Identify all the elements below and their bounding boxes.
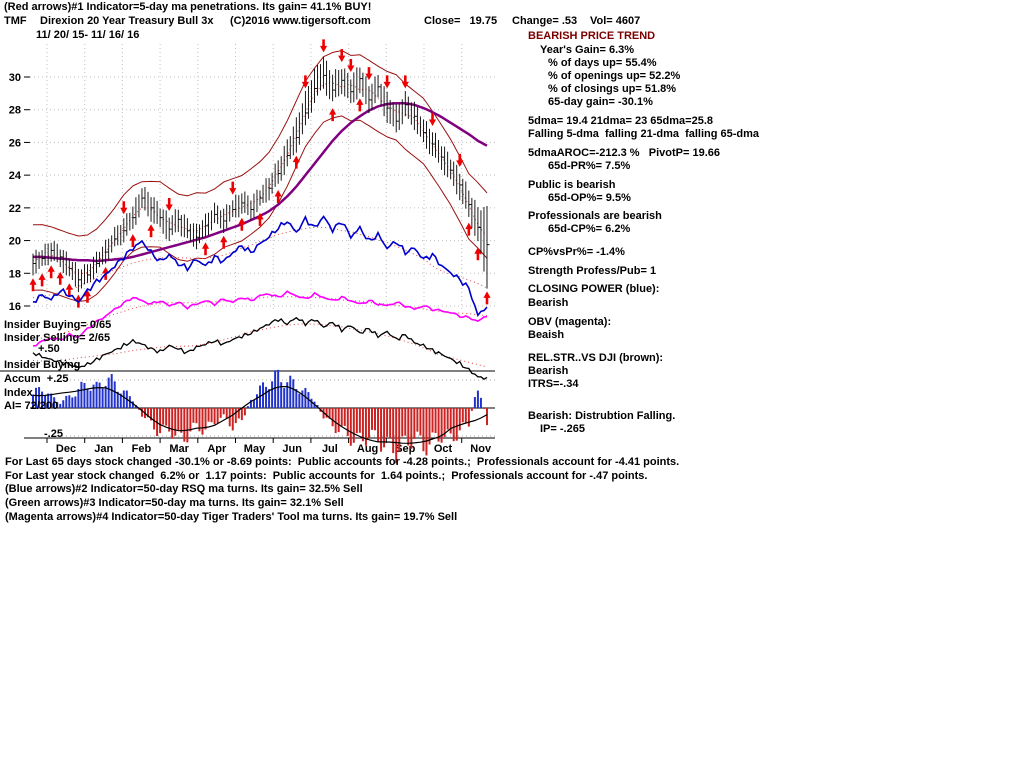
date-range: 11/ 20/ 15- 11/ 16/ 16 [36,29,140,41]
x-axis-label: Dec [56,443,76,455]
footer-year-summary: For Last year stock changed 6.2% or 1.17… [5,470,648,482]
buy-arrow-icon [274,189,282,203]
strength-ratio: Strength Profess/Pub= 1 [528,265,657,277]
closing-power-header: CLOSING POWER (blue): [528,283,660,295]
x-axis-label: Jun [282,443,302,455]
buy-arrow-icon [56,271,64,285]
pct-days-up: % of days up= 55.4% [548,57,657,69]
x-axis-label: Nov [470,443,492,455]
aroc-pivot: 5dmaAROC=-212.3 % PivotP= 19.66 [528,147,720,159]
x-axis-label: Apr [207,443,227,455]
dma-values: 5dma= 19.4 21dma= 23 65dma=25.8 [528,115,713,127]
sell-arrow-icon [456,153,464,167]
security-name: Direxion 20 Year Treasury Bull 3x [40,15,214,27]
x-axis-label: Aug [357,443,378,455]
price-axis-label: 26 [9,137,21,149]
accum-scale-label: Accum +.25 [4,373,69,385]
buy-arrow-icon [256,212,264,226]
sell-arrow-icon [301,75,309,89]
price-axis-label: 22 [9,203,21,215]
obv-header: OBV (magenta): [528,316,612,328]
insider-buying-label: Insider Buying [4,359,81,371]
buy-arrow-icon [201,242,210,256]
minus25-scale-label: -.25 [44,428,63,440]
cp-65d: 65d-CP%= 6.2% [548,223,631,235]
indicator4-summary: (Magenta arrows)#4 Indicator=50-day Tige… [5,511,458,523]
buy-arrow-icon [29,278,37,292]
x-axis-label: May [244,443,266,455]
buy-arrow-icon [329,108,337,122]
itrs-value: ITRS=-.34 [528,378,579,390]
buy-arrow-icon [474,247,482,261]
index-label: Index [4,387,33,399]
sell-arrow-icon [319,39,328,53]
sell-arrow-icon [428,112,437,126]
sell-arrow-icon [365,67,373,81]
ticker-symbol: TMF [4,15,27,27]
public-sentiment: Public is bearish [528,179,616,191]
distribution-note: Bearish: Distrubtion Falling. [528,410,676,422]
relstr-header: REL.STR..VS DJI (brown): [528,352,664,364]
sell-arrow-icon [383,75,391,89]
insider-buying-count: Insider Buying= 0/65 [4,319,112,331]
buy-arrow-icon [465,222,473,236]
buy-arrow-icon [38,273,46,287]
pr-65d: 65d-PR%= 7.5% [548,160,631,172]
x-axis-label: Mar [169,443,189,455]
x-axis-label: Feb [132,443,152,455]
op-65d: 65d-OP%= 9.5% [548,192,631,204]
sell-arrow-icon [165,198,173,212]
price-axis-label: 24 [9,170,22,182]
obv-state: Beaish [528,329,565,341]
buy-arrow-icon [292,155,300,169]
x-axis-label: Jul [322,443,338,455]
ai-value: AI= 72/200 [4,400,59,412]
indicator1-summary: (Red arrows)#1 Indicator=5-day ma penetr… [4,1,372,13]
change-value: Change= .53 [512,15,578,27]
closing-power-state: Bearish [528,297,569,309]
trend-header: BEARISH PRICE TREND [528,30,656,42]
buy-arrow-icon [65,283,73,297]
price-axis-label: 30 [9,72,21,84]
copyright-url: (C)2016 www.tigersoft.com [230,15,371,27]
x-axis-label: Oct [434,443,453,455]
sell-arrow-icon [229,181,237,195]
sell-arrow-icon [347,59,355,72]
close-value: Close= 19.75 [424,15,498,27]
x-axis-label: Jan [94,443,113,455]
price-axis-label: 18 [9,268,21,280]
years-gain: Year's Gain= 6.3% [540,44,635,56]
buy-arrow-icon [483,291,491,305]
professionals-sentiment: Professionals are bearish [528,210,662,222]
sell-arrow-icon [338,49,346,63]
cp-vs-pr: CP%vsPr%= -1.4% [528,246,625,258]
ip-value: IP= -.265 [540,423,585,435]
price-axis-label: 20 [9,236,21,248]
dma-trend: Falling 5-dma falling 21-dma falling 65-… [528,128,760,140]
indicator3-summary: (Green arrows)#3 Indicator=50-day ma tur… [5,497,344,509]
plus50-scale-label: +.50 [38,343,60,355]
buy-arrow-icon [220,235,228,249]
insider-selling-count: Insider Selling= 2/65 [4,332,111,344]
sell-arrow-icon [120,201,128,215]
sell-arrow-icon [401,75,409,89]
footer-65day-summary: For Last 65 days stock changed -30.1% or… [5,456,680,468]
buy-arrow-icon [47,265,55,279]
buy-arrow-icon [147,224,155,238]
price-axis-label: 28 [9,105,21,117]
buy-arrow-icon [238,217,246,231]
indicator2-summary: (Blue arrows)#2 Indicator=50-day RSQ ma … [5,483,363,495]
buy-arrow-icon [129,234,137,248]
pct-openings-up: % of openings up= 52.2% [548,70,681,82]
pct-closings-up: % of closings up= 51.8% [548,83,677,95]
relstr-state: Bearish [528,365,569,377]
volume-value: Vol= 4607 [590,15,641,27]
price-axis-label: 16 [9,301,21,313]
buy-arrow-icon [356,98,364,112]
gain-65d: 65-day gain= -30.1% [548,96,653,108]
